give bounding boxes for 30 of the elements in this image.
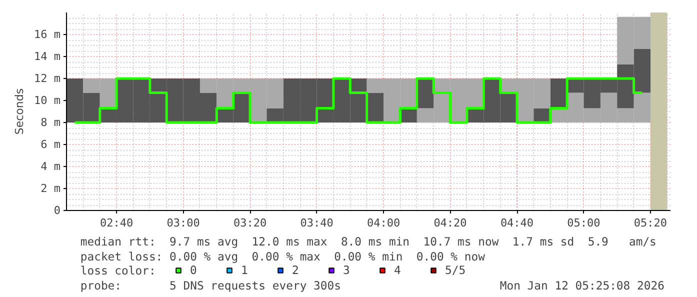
y-tick-label: 14 m bbox=[34, 50, 61, 63]
legend-label: 3 bbox=[343, 263, 351, 277]
y-tick-label: 8 m bbox=[40, 116, 61, 129]
y-tick-label: 6 m bbox=[40, 138, 61, 151]
x-tick-label: 04:20 bbox=[434, 216, 467, 230]
y-tick-label: 2 m bbox=[40, 182, 61, 195]
y-tick-label: 12 m bbox=[34, 72, 61, 85]
x-tick-label: 05:00 bbox=[567, 216, 600, 230]
legend-label: 2 bbox=[292, 263, 300, 277]
text: probe: 5 DNS requests every 300s bbox=[80, 278, 341, 292]
x-tick-label: 03:40 bbox=[300, 216, 334, 230]
y-tick-label: 4 m bbox=[40, 160, 61, 173]
x-tick-label: 04:00 bbox=[366, 216, 400, 230]
y-tick-label: 16 m bbox=[34, 28, 61, 41]
x-tick-label: 05:20 bbox=[634, 216, 668, 230]
text: packet loss: 0.00 % avg 0.00 % max 0.00 % min 0.00 % now bbox=[80, 250, 486, 264]
legend-label: 4 bbox=[394, 263, 402, 277]
legend-label: 5/5 bbox=[445, 263, 466, 277]
x-tick-label: 04:40 bbox=[500, 216, 534, 230]
text: median rtt: 9.7 ms avg 12.0 ms max 8.0 ms min 10.7 ms now 1.7 ms sd 5.9 am/s bbox=[80, 234, 656, 248]
y-tick-label: 0 bbox=[54, 204, 60, 217]
text: Mon Jan 12 05:25:08 2026 bbox=[500, 278, 665, 292]
legend-title: loss color: bbox=[80, 264, 156, 278]
legend-label: 1 bbox=[241, 263, 249, 277]
x-tick-label: 03:20 bbox=[233, 216, 267, 230]
y-tick-label: 10 m bbox=[34, 94, 61, 107]
y-axis-title: Seconds bbox=[13, 88, 26, 135]
x-tick-label: 03:00 bbox=[166, 216, 200, 230]
legend-label: 0 bbox=[190, 263, 198, 277]
x-tick-label: 02:40 bbox=[100, 216, 134, 230]
